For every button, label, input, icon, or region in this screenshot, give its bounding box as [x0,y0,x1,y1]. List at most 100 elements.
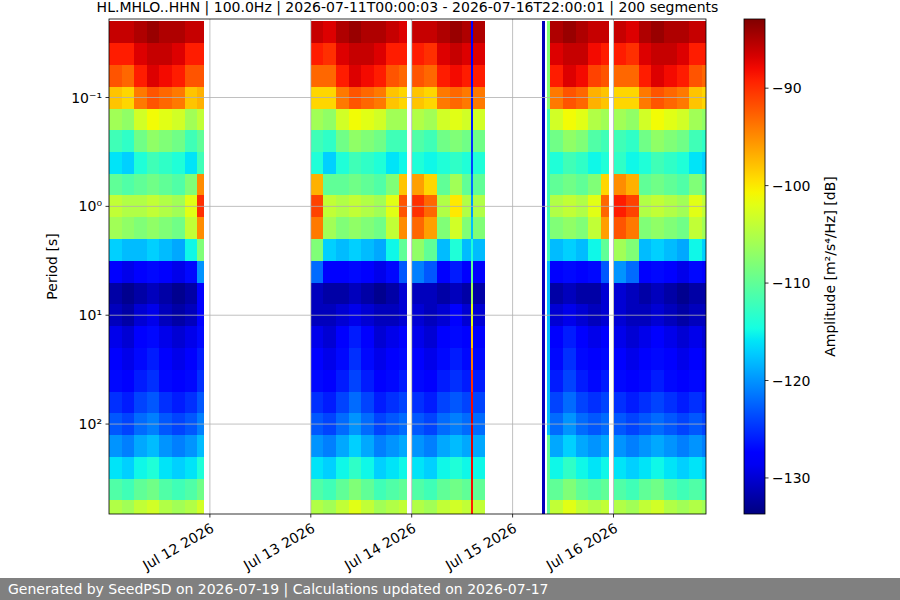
cell [563,457,576,479]
cell [651,435,664,457]
cell [399,500,407,514]
cell [172,500,185,514]
cell [399,152,407,174]
cell [473,152,484,174]
cell [349,43,362,65]
cell [424,348,437,370]
cell [450,217,463,239]
cell [588,174,601,196]
x-tick [512,514,513,518]
cell [323,43,336,65]
cell [601,217,609,239]
cell [172,130,185,152]
cell [689,283,702,305]
x-grid-line [411,19,412,514]
cell [651,261,664,283]
cell [639,500,652,514]
y-tick [106,206,110,207]
cell [159,500,172,514]
cell [601,152,609,174]
cell [542,109,545,131]
cell [424,174,437,196]
cell [588,239,601,261]
cell [550,239,564,261]
cell [664,65,677,87]
cell [336,392,349,414]
cell [550,152,564,174]
cell [185,152,198,174]
cell [147,370,160,392]
cell [311,326,324,348]
cell [689,152,702,174]
cell [689,261,702,283]
cell [462,152,471,174]
cell [563,479,576,501]
cell [311,109,324,131]
cell [197,109,204,131]
cell [336,435,349,457]
cell [424,65,437,87]
cell [614,326,627,348]
colorbar-tick [765,477,769,478]
cell [185,109,198,131]
cell [412,65,425,87]
cell [323,392,336,414]
cell [626,370,639,392]
cell [172,174,185,196]
cell [134,283,147,305]
cell [542,457,545,479]
cell [349,65,362,87]
cell [550,65,564,87]
cell [374,174,387,196]
cell [450,109,463,131]
cell [450,392,463,414]
cell [450,130,463,152]
cell [172,370,185,392]
cell [437,130,450,152]
cell [159,21,172,44]
cell [122,261,135,283]
cell [664,21,677,44]
cell [689,479,702,501]
cell [185,21,198,44]
cell [134,174,147,196]
cell [172,283,185,305]
cell [542,21,545,44]
cell [159,435,172,457]
cell [172,435,185,457]
cell [462,392,471,414]
cell [323,174,336,196]
cell [576,370,589,392]
cell [588,348,601,370]
cell [639,109,652,131]
cell [664,326,677,348]
cell [349,217,362,239]
cell [185,392,198,414]
cell [122,348,135,370]
cell [399,21,407,44]
cell [450,174,463,196]
cell [639,239,652,261]
cell [323,109,336,131]
cell [563,152,576,174]
cell [639,326,652,348]
cell [462,500,471,514]
cell [651,370,664,392]
cell [651,130,664,152]
cell [323,152,336,174]
cell [601,392,609,414]
cell [172,65,185,87]
cell [473,109,484,131]
cell [702,457,706,479]
cell [109,457,122,479]
cell [601,283,609,305]
cell [424,435,437,457]
cell [542,370,545,392]
cell [424,500,437,514]
cell [412,326,425,348]
colorbar-tick-label: −100 [772,178,810,194]
cell [374,479,387,501]
cell [197,500,204,514]
cell [349,283,362,305]
y-grid-line [109,97,706,98]
